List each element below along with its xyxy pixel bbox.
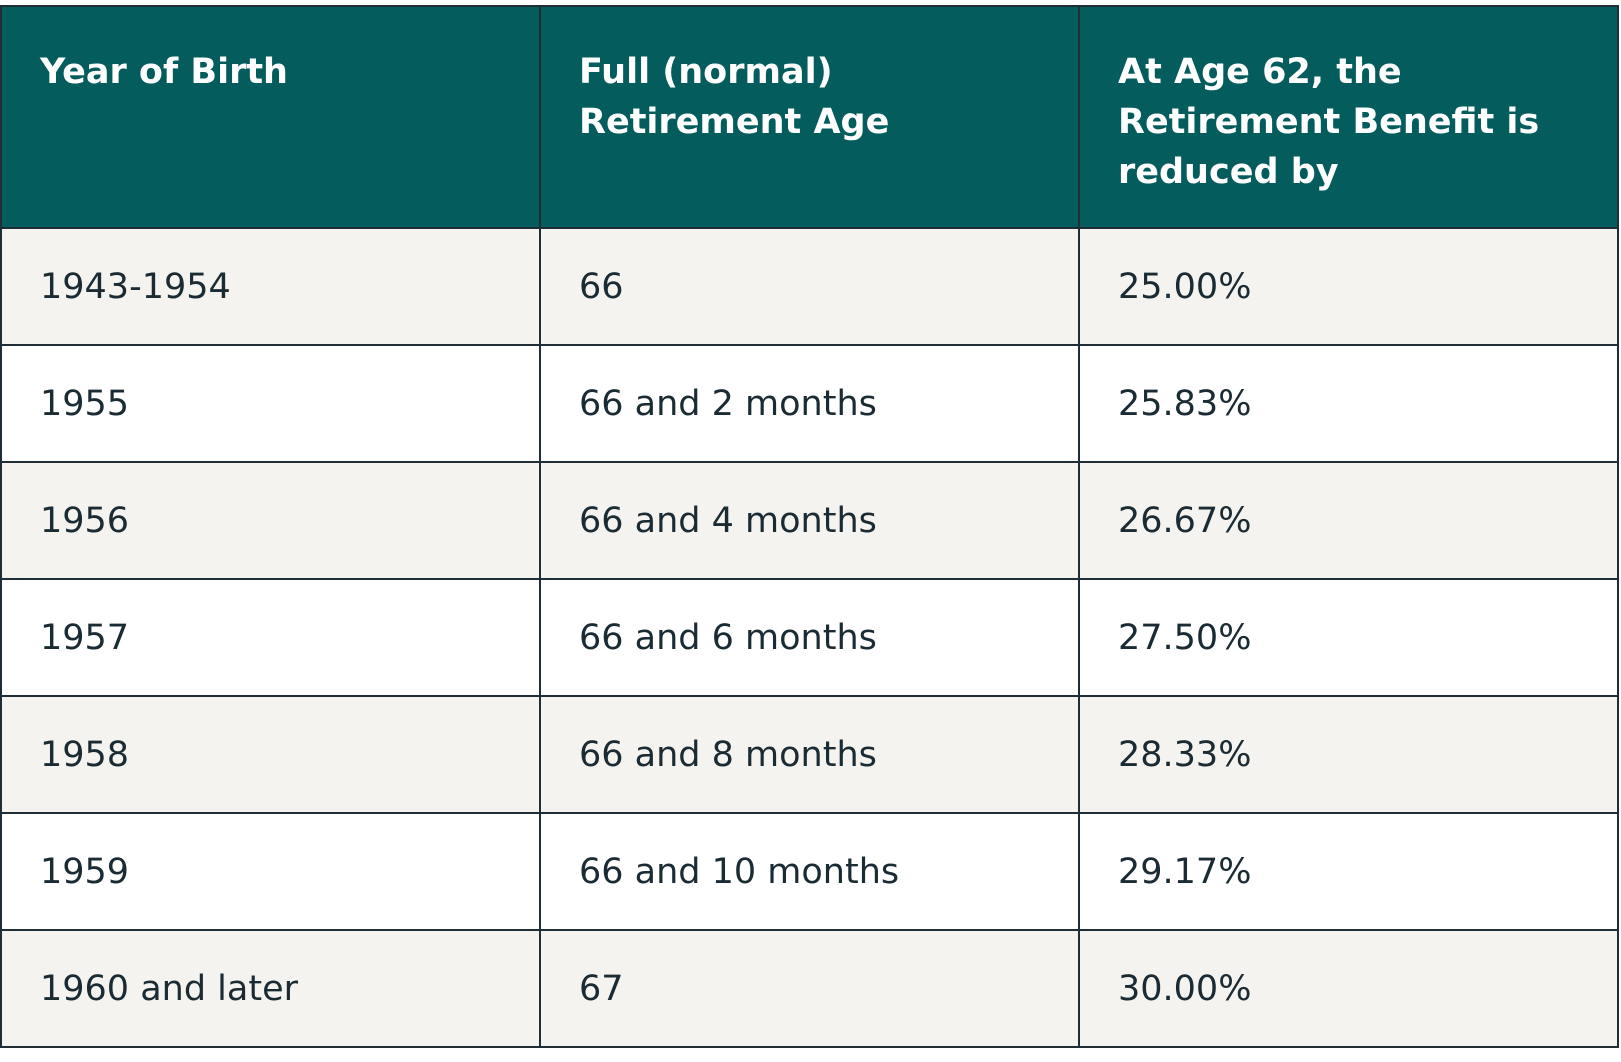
- table-cell: 66 and 4 months: [539, 461, 1080, 580]
- table-cell: 1957: [0, 578, 541, 697]
- table-cell: 1943-1954: [0, 227, 541, 346]
- table-head: Year of Birth Full (normal) Retirement Ag…: [0, 5, 1619, 229]
- table-cell: 66 and 6 months: [539, 578, 1080, 697]
- table-cell: 26.67%: [1078, 461, 1619, 580]
- table-cell: 25.83%: [1078, 344, 1619, 463]
- table-cell: 29.17%: [1078, 812, 1619, 931]
- table-cell: 66 and 10 months: [539, 812, 1080, 931]
- table-row: 1943-1954 66 25.00%: [0, 227, 1619, 346]
- table-cell: 1955: [0, 344, 541, 463]
- table-cell: 1959: [0, 812, 541, 931]
- header-cell: Full (normal) Retirement Age: [539, 5, 1080, 229]
- table-row: 1955 66 and 2 months 25.83%: [0, 344, 1619, 463]
- table-cell: 1958: [0, 695, 541, 814]
- table-cell: 66 and 8 months: [539, 695, 1080, 814]
- table-cell: 66: [539, 227, 1080, 346]
- table-container: Year of Birth Full (normal) Retirement Ag…: [0, 5, 1619, 1048]
- header-cell: At Age 62, the Retirement Benefit is red…: [1078, 5, 1619, 229]
- table-row: 1960 and later 67 30.00%: [0, 929, 1619, 1048]
- table-row: 1956 66 and 4 months 26.67%: [0, 461, 1619, 580]
- table-row: 1959 66 and 10 months 29.17%: [0, 812, 1619, 931]
- table-cell: 1960 and later: [0, 929, 541, 1048]
- table-cell: 1956: [0, 461, 541, 580]
- table-cell: 27.50%: [1078, 578, 1619, 697]
- table-row: 1957 66 and 6 months 27.50%: [0, 578, 1619, 697]
- table-cell: 25.00%: [1078, 227, 1619, 346]
- table-row: 1958 66 and 8 months 28.33%: [0, 695, 1619, 814]
- table-body: 1943-1954 66 25.00% 1955 66 and 2 months 25.8…: [0, 227, 1619, 1048]
- table-cell: 28.33%: [1078, 695, 1619, 814]
- retirement-table: Year of Birth Full (normal) Retirement Ag…: [0, 5, 1619, 1048]
- header-row: Year of Birth Full (normal) Retirement Ag…: [0, 5, 1619, 229]
- table-cell: 66 and 2 months: [539, 344, 1080, 463]
- table-cell: 67: [539, 929, 1080, 1048]
- header-cell: Year of Birth: [0, 5, 541, 229]
- table-cell: 30.00%: [1078, 929, 1619, 1048]
